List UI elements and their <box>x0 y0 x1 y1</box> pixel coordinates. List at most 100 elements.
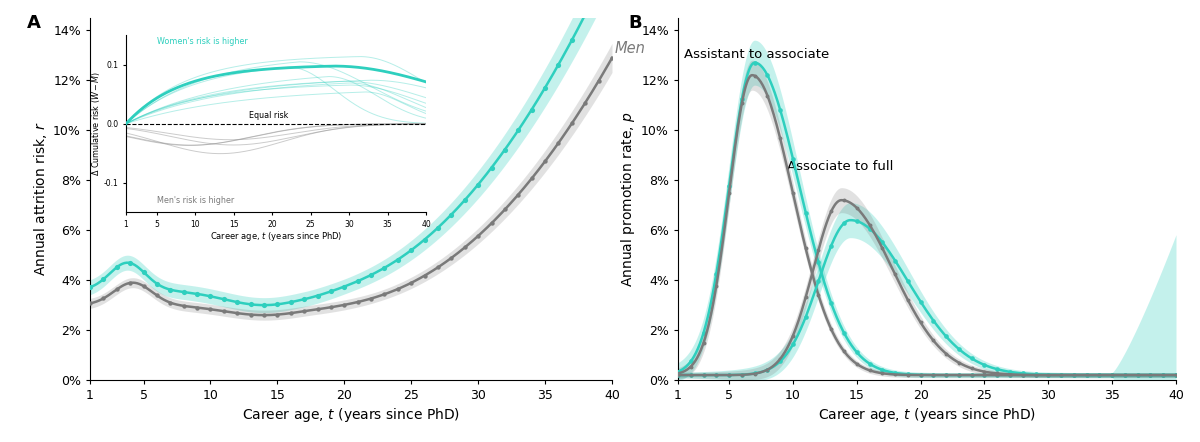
Point <box>1013 370 1032 377</box>
Point <box>1090 372 1109 379</box>
Point <box>1103 372 1122 379</box>
Point <box>974 362 994 369</box>
Point <box>1078 372 1097 379</box>
Point <box>732 371 751 378</box>
Point <box>187 290 206 297</box>
Point <box>1051 372 1070 379</box>
Point <box>860 367 880 374</box>
Point <box>174 289 193 296</box>
Point <box>402 247 421 254</box>
Point <box>809 291 828 298</box>
Point <box>924 372 943 379</box>
Point <box>949 372 968 379</box>
Point <box>694 372 713 379</box>
Point <box>281 309 300 316</box>
Point <box>988 372 1007 379</box>
Point <box>770 135 790 142</box>
Point <box>962 355 982 362</box>
Point <box>120 259 139 267</box>
Point <box>1039 372 1058 379</box>
Point <box>576 99 595 107</box>
Point <box>1064 372 1084 379</box>
Point <box>1166 372 1186 379</box>
Point <box>796 209 815 216</box>
Point <box>834 220 853 227</box>
Point <box>80 284 100 291</box>
Point <box>822 300 841 307</box>
Point <box>1001 372 1020 379</box>
Point <box>682 372 701 379</box>
Point <box>720 371 739 378</box>
Point <box>1026 371 1045 378</box>
Point <box>522 106 541 113</box>
Point <box>1166 372 1186 379</box>
Point <box>308 306 328 313</box>
Point <box>1078 372 1097 379</box>
Point <box>1064 372 1084 379</box>
Point <box>834 197 853 204</box>
Point <box>886 370 905 377</box>
Point <box>1078 372 1097 379</box>
Point <box>563 37 582 44</box>
Point <box>548 61 568 68</box>
Point <box>335 301 354 309</box>
Point <box>589 77 608 84</box>
Point <box>455 244 474 251</box>
Point <box>468 232 487 240</box>
Point <box>682 363 701 370</box>
Point <box>161 286 180 293</box>
Point <box>428 224 448 231</box>
Point <box>1026 372 1045 379</box>
Point <box>860 360 880 367</box>
Point <box>924 317 943 324</box>
Point <box>254 312 274 319</box>
Point <box>822 326 841 333</box>
Text: Women's risk is higher: Women's risk is higher <box>157 37 247 46</box>
Point <box>720 190 739 197</box>
Point <box>796 245 815 252</box>
Point <box>1115 372 1134 379</box>
Point <box>899 371 918 378</box>
Point <box>496 146 515 153</box>
Point <box>732 371 751 378</box>
Point <box>707 282 726 289</box>
Point <box>1103 372 1122 379</box>
Point <box>988 370 1007 377</box>
Point <box>962 372 982 379</box>
Point <box>322 304 341 311</box>
Point <box>1013 371 1032 378</box>
Point <box>374 291 394 298</box>
Point <box>1153 372 1172 379</box>
Point <box>936 350 955 357</box>
Point <box>215 296 234 303</box>
Point <box>745 72 764 79</box>
Point <box>535 84 554 91</box>
Point <box>254 301 274 309</box>
Point <box>187 304 206 311</box>
Point <box>1153 372 1172 379</box>
Point <box>784 332 803 339</box>
X-axis label: Career age, $t$ (years since PhD): Career age, $t$ (years since PhD) <box>242 406 460 424</box>
Point <box>148 292 167 299</box>
Point <box>911 371 930 378</box>
Point <box>1166 372 1186 379</box>
Point <box>1128 372 1147 379</box>
Point <box>668 370 688 377</box>
Point <box>847 360 866 367</box>
Point <box>268 311 287 318</box>
Point <box>1026 371 1045 378</box>
Point <box>1141 372 1160 379</box>
Text: Assistant to associate: Assistant to associate <box>684 48 829 61</box>
Point <box>442 255 461 262</box>
Text: Equal risk: Equal risk <box>250 111 288 120</box>
Point <box>796 294 815 301</box>
Point <box>757 92 776 99</box>
Point <box>576 11 595 18</box>
Point <box>415 236 434 243</box>
Point <box>120 279 139 286</box>
Point <box>1103 372 1122 379</box>
Point <box>442 211 461 218</box>
Point <box>707 372 726 379</box>
Point <box>107 264 126 271</box>
Point <box>732 96 751 103</box>
